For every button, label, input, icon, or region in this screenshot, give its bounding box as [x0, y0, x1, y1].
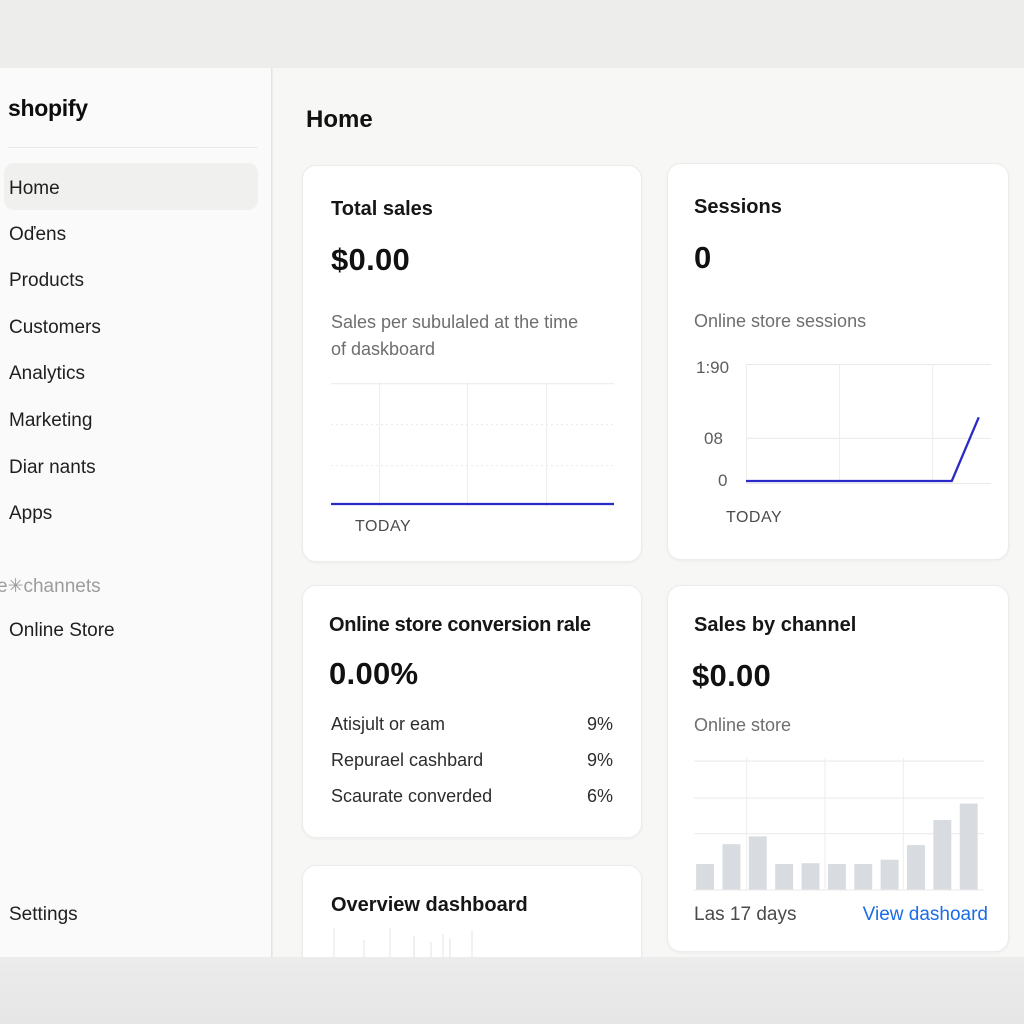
- sidebar-item-settings[interactable]: Settings: [9, 904, 78, 925]
- total-sales-title: Total sales: [331, 198, 433, 220]
- sidebar-item-marketing[interactable]: Marketing: [9, 410, 93, 431]
- conversion-rate-value: 0.00%: [329, 656, 419, 691]
- conversion-row-value: 9%: [586, 750, 613, 770]
- conversion-row: Atisjult or eam 9%: [331, 714, 613, 735]
- sidebar-item-products[interactable]: Products: [9, 270, 84, 291]
- sessions-ytick-middle: 08: [704, 429, 723, 448]
- shopify-logo: shopify: [8, 95, 88, 121]
- overview-dashboard-title: Overview dashboard: [331, 894, 528, 916]
- sessions-value: 0: [694, 240, 712, 275]
- sidebar-item-analytics[interactable]: Analytics: [9, 363, 86, 384]
- total-sales-value: $0.00: [331, 242, 411, 277]
- sales-channels-section-label: e✳channets: [0, 576, 101, 597]
- sidebar-item-customers[interactable]: Customers: [9, 317, 101, 338]
- active-item-highlight: [4, 163, 258, 210]
- date-range-label: Las 17 days: [694, 904, 797, 925]
- sales-by-channel-title: Sales by channel: [694, 614, 857, 636]
- sessions-ytick-zero: 0: [718, 471, 728, 490]
- sidebar-item-apps[interactable]: Apps: [9, 503, 53, 524]
- sidebar-item-online-store[interactable]: Online Store: [9, 620, 115, 641]
- conversion-row: Repurael cashbard 9%: [331, 750, 613, 771]
- conversion-row: Scaurate converded 6%: [331, 786, 613, 807]
- sidebar-item-discounts[interactable]: Diar nants: [9, 457, 96, 478]
- total-sales-line-chart: [331, 382, 614, 507]
- sessions-ytick-top: 1:90: [696, 358, 730, 377]
- sessions-subtitle: Online store sessions: [694, 311, 867, 331]
- bottom-strip: [0, 957, 1024, 1024]
- sidebar-item-orders[interactable]: Oďens: [9, 224, 67, 245]
- conversion-row-value: 9%: [586, 714, 613, 734]
- sales-by-channel-value: $0.00: [692, 658, 772, 693]
- conversion-row-label: Atisjult or eam: [331, 714, 446, 734]
- sidebar: shopify Home Oďens Products Customers An…: [0, 68, 272, 957]
- conversion-row-label: Repurael cashbard: [331, 750, 484, 770]
- app-window: shopify Home Oďens Products Customers An…: [0, 68, 1024, 957]
- conversion-rate-title: Online store conversion rale: [329, 614, 591, 636]
- sidebar-divider: [8, 147, 258, 148]
- total-sales-x-axis-label: TODAY: [355, 518, 412, 535]
- view-dashboard-link[interactable]: View dashoard: [862, 904, 988, 925]
- conversion-rate-card: Online store conversion rale 0.00% Atisj…: [302, 585, 642, 838]
- conversion-row-value: 6%: [586, 786, 613, 806]
- conversion-row-label: Scaurate converded: [331, 786, 493, 806]
- overview-dashboard-card: Overview dashboard: [302, 865, 642, 957]
- sessions-card: Sessions 0 Online store sessions 1:90 08…: [667, 163, 1009, 560]
- total-sales-subtitle: Sales per subulaled at the time of daskb…: [331, 312, 579, 359]
- overview-chart-stub: [333, 928, 473, 957]
- sessions-x-axis-label: TODAY: [726, 509, 783, 526]
- total-sales-card: Total sales $0.00 Sales per subulaled at…: [302, 165, 642, 562]
- sidebar-item-home[interactable]: Home: [9, 178, 60, 199]
- sales-by-channel-bar-chart: [694, 758, 984, 891]
- page-title: Home: [306, 106, 373, 133]
- sessions-title: Sessions: [694, 196, 782, 218]
- sessions-line-chart: [746, 364, 991, 484]
- sales-by-channel-card: Sales by channel $0.00 Online store Las …: [667, 585, 1009, 952]
- sales-by-channel-subtitle: Online store: [694, 715, 792, 735]
